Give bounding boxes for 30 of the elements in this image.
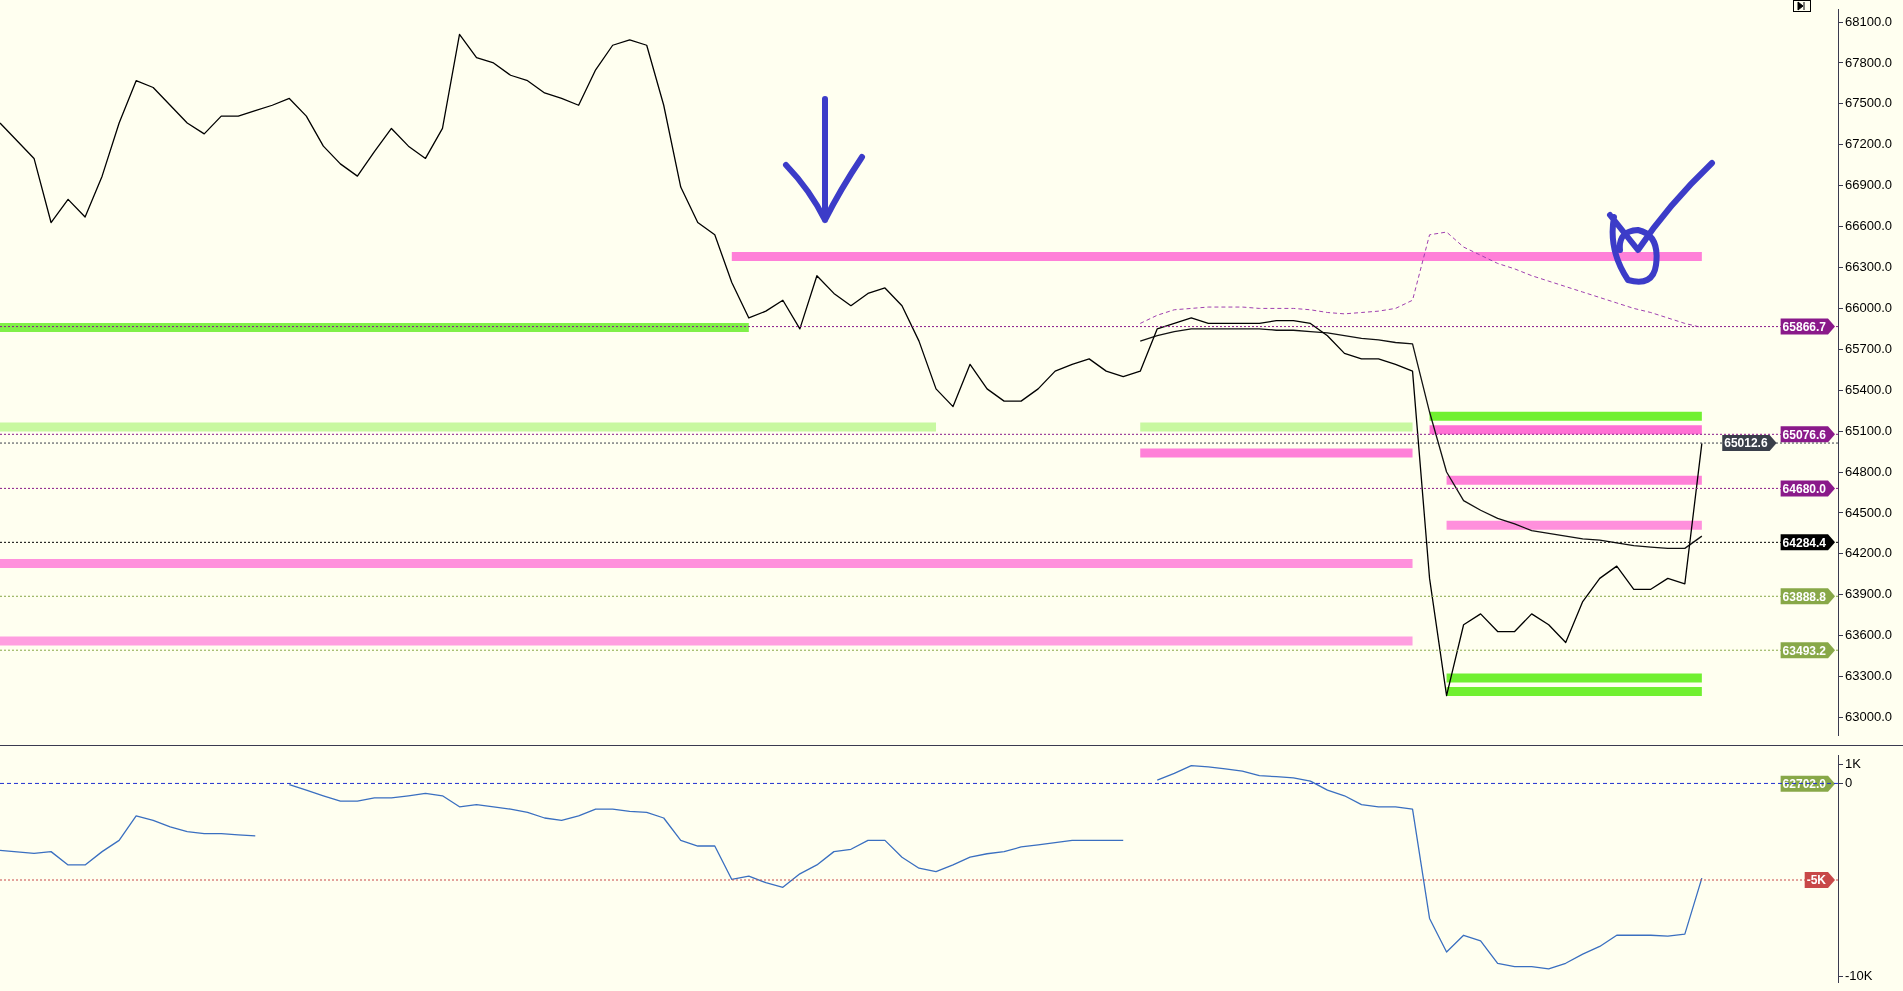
- y-tick-label: 66600.0: [1845, 218, 1892, 234]
- ref-line-label: -5K: [1806, 873, 1827, 888]
- ref-line-label: 64284.4: [1782, 535, 1827, 550]
- ref-line-label: 65076.6: [1782, 427, 1827, 442]
- y-tick-label: 63000.0: [1845, 709, 1892, 725]
- y-tick-label: 66300.0: [1845, 259, 1892, 275]
- y-tick-label: 66000.0: [1845, 299, 1892, 315]
- ref-line-label: 63493.2: [1782, 643, 1827, 658]
- y-tick-label: 64200.0: [1845, 545, 1892, 561]
- y-tick-label: 65400.0: [1845, 381, 1892, 397]
- ref-line-label: 65012.6: [1724, 436, 1768, 451]
- y-tick-label: 65700.0: [1845, 340, 1892, 356]
- y-tick-label: 67800.0: [1845, 54, 1892, 70]
- ref-line-label: 65866.7: [1782, 319, 1827, 334]
- y-tick-label: 67500.0: [1845, 95, 1892, 111]
- y-tick-label: 63900.0: [1845, 586, 1892, 602]
- y-tick-label: 67200.0: [1845, 136, 1892, 152]
- y-tick-label: 0: [1845, 775, 1853, 790]
- y-tick-label: -10K: [1845, 968, 1873, 984]
- y-tick-label: 64800.0: [1845, 463, 1892, 479]
- y-tick-label: 63600.0: [1845, 627, 1892, 643]
- y-tick-label: 63300.0: [1845, 668, 1892, 684]
- y-tick-label: 1K: [1845, 755, 1862, 771]
- y-tick-label: 64500.0: [1845, 504, 1892, 520]
- y-tick-label: 65100.0: [1845, 422, 1892, 438]
- y-tick-label: 68100.0: [1845, 13, 1892, 29]
- ref-line-label: 64680.0: [1782, 481, 1827, 496]
- annotation: 62702.0: [1782, 777, 1827, 792]
- ref-line-label: 63888.8: [1782, 589, 1827, 604]
- y-tick-label: 66900.0: [1845, 177, 1892, 193]
